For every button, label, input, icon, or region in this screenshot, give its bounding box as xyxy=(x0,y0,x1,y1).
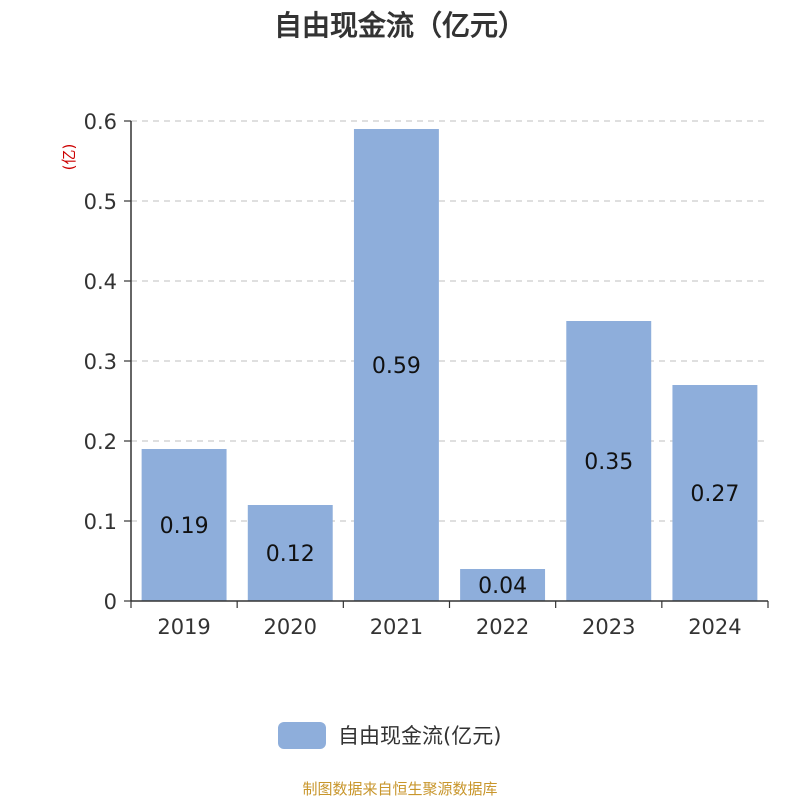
bar-2021[interactable] xyxy=(353,129,439,601)
bar-2023[interactable] xyxy=(566,321,652,601)
legend-swatch xyxy=(278,721,326,749)
bars xyxy=(141,129,758,601)
y-tick-label: 0.3 xyxy=(84,350,117,374)
bar-2022[interactable] xyxy=(460,569,546,601)
x-tick-label-2024: 2024 xyxy=(688,615,741,639)
x-tick-label-2023: 2023 xyxy=(582,615,635,639)
data-label-2020: 0.12 xyxy=(266,542,315,567)
data-label-2021: 0.59 xyxy=(372,354,421,379)
x-tick-label-2020: 2020 xyxy=(264,615,317,639)
grid-lines xyxy=(131,120,768,522)
y-tick-label: 0.6 xyxy=(84,110,117,134)
data-label-2023: 0.35 xyxy=(584,450,633,475)
legend[interactable]: 自由现金流(亿元) xyxy=(278,720,501,750)
axes: 0 0.1 0.2 0.3 0.4 0.5 0.6 2019 2020 2021 2022 2023 2… xyxy=(84,110,769,639)
x-tick-label-2019: 2019 xyxy=(157,615,210,639)
data-labels: 0.19 0.12 0.59 0.04 0.35 0.27 xyxy=(160,354,740,599)
data-label-2022: 0.04 xyxy=(478,574,527,599)
data-label-2024: 0.27 xyxy=(690,482,739,507)
y-axis-label: (亿) xyxy=(60,144,78,171)
bar-2024[interactable] xyxy=(672,385,758,601)
source-footer: 制图数据来自恒生聚源数据库 xyxy=(302,780,498,798)
x-tick-label-2021: 2021 xyxy=(370,615,423,639)
y-tick-label: 0.4 xyxy=(84,270,117,294)
chart-title: 自由现金流（亿元） xyxy=(273,9,526,42)
x-tick-label-2022: 2022 xyxy=(476,615,529,639)
y-tick-label: 0 xyxy=(104,590,117,614)
y-tick-label: 0.1 xyxy=(84,510,117,534)
bar-2020[interactable] xyxy=(247,505,333,601)
bar-2019[interactable] xyxy=(141,449,227,601)
y-tick-label: 0.2 xyxy=(84,430,117,454)
data-label-2019: 0.19 xyxy=(160,514,209,539)
y-tick-label: 0.5 xyxy=(84,190,117,214)
legend-label: 自由现金流(亿元) xyxy=(338,724,502,748)
